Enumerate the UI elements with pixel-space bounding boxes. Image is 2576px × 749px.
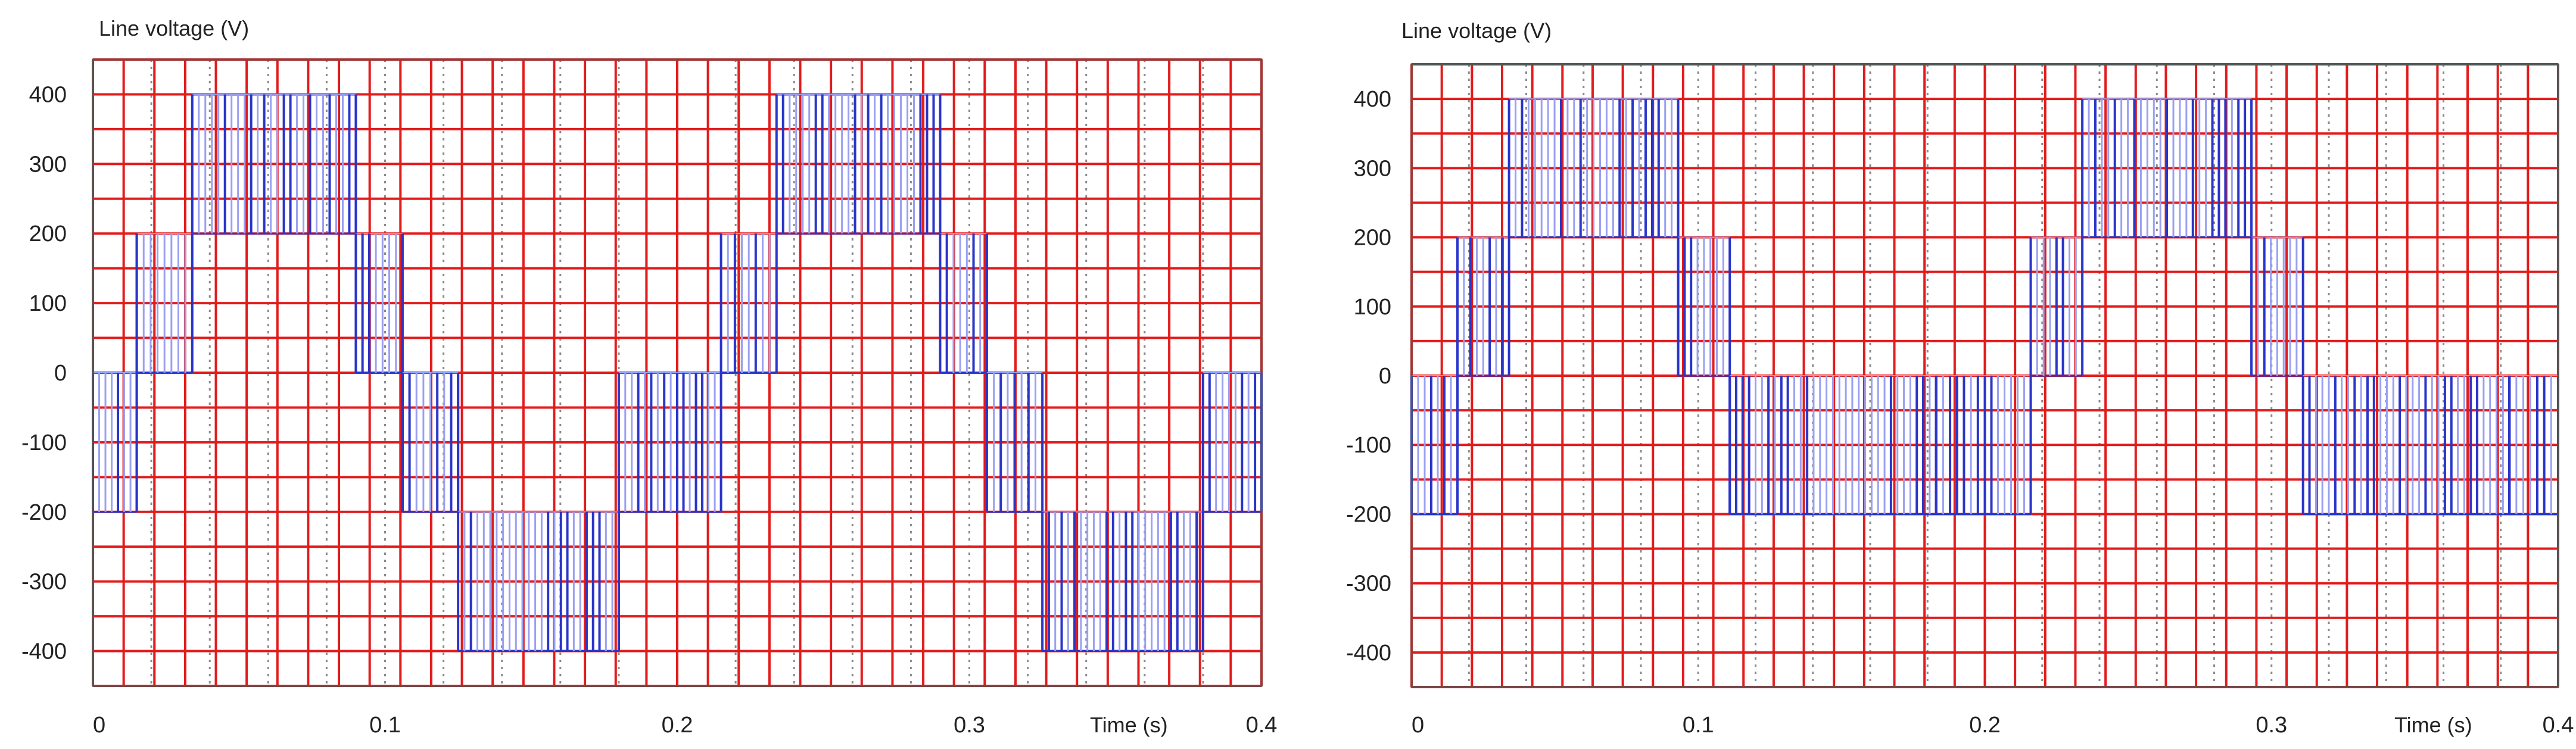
x-tick-label: 0.1 <box>1683 713 1714 738</box>
y-tick-label: -300 <box>21 570 67 595</box>
y-tick-label: -400 <box>21 639 67 664</box>
x-axis: 0 0.1 0.2 0.3 0.4 <box>93 713 1277 738</box>
y-tick-label: 100 <box>1354 295 1391 320</box>
y-tick-label: 400 <box>1354 87 1391 112</box>
x-tick-label: 0.4 <box>2543 713 2574 738</box>
x-axis: 0 0.1 0.2 0.3 0.4 <box>1412 713 2574 738</box>
x-tick-label: 0 <box>93 713 105 738</box>
x-tick-label: 0.1 <box>369 713 401 738</box>
y-tick-label: -200 <box>1346 502 1391 527</box>
y-tick-label: -100 <box>21 430 67 455</box>
signal <box>92 93 1263 653</box>
y-tick-label: 0 <box>54 361 67 386</box>
y-tick-label: 400 <box>29 82 67 107</box>
plot-frame <box>92 58 1263 687</box>
y-tick-label: 300 <box>1354 156 1391 181</box>
x-tick-label: 0 <box>1412 713 1424 738</box>
y-tick-label: 100 <box>29 291 67 316</box>
y-tick-label: -100 <box>1346 433 1391 458</box>
signal <box>1410 98 2559 515</box>
x-tick-label: 0.2 <box>1969 713 2001 738</box>
y-axis: 400 300 200 100 0 -100 -200 -300 -400 <box>1346 87 1391 666</box>
chart-title: Line voltage (V) <box>1401 18 1552 43</box>
y-tick-label: 0 <box>1379 364 1391 389</box>
y-axis: 400 300 200 100 0 -100 -200 -300 -400 <box>21 82 67 664</box>
chart-title: Line voltage (V) <box>99 16 249 40</box>
x-tick-label: 0.3 <box>954 713 985 738</box>
y-tick-label: 300 <box>29 152 67 177</box>
y-tick-label: -200 <box>21 500 67 525</box>
plot-frame <box>1410 63 2559 688</box>
x-tick-label: 0.3 <box>2256 713 2287 738</box>
x-tick-label: 0.4 <box>1246 713 1278 738</box>
x-axis-label: Time (s) <box>1090 713 1168 737</box>
y-tick-label: -300 <box>1346 572 1391 597</box>
chart-panel-right: Line voltage (V) 400 300 200 100 0 -100 … <box>1346 18 2574 738</box>
chart-panel-left: Line voltage (V) 400 300 200 100 0 -100 … <box>21 16 1277 738</box>
y-tick-label: -400 <box>1346 641 1391 666</box>
y-tick-label: 200 <box>29 221 67 246</box>
x-axis-label: Time (s) <box>2394 713 2472 737</box>
x-tick-label: 0.2 <box>662 713 693 738</box>
y-tick-label: 200 <box>1354 226 1391 251</box>
